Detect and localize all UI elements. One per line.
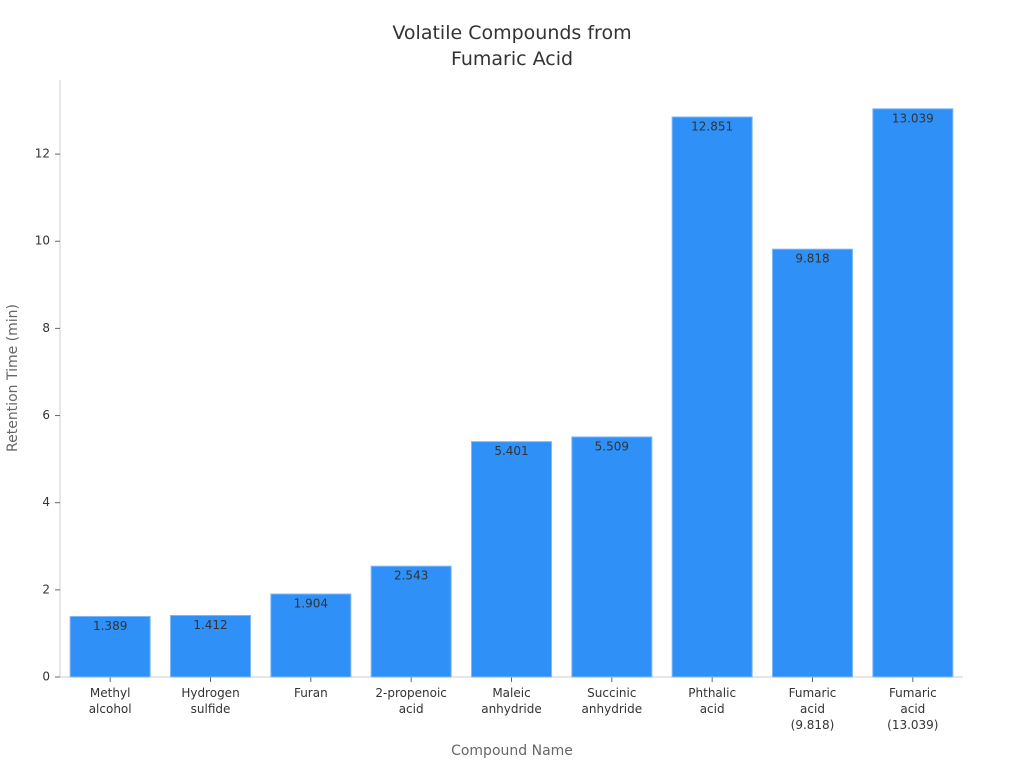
value-label: 1.389 — [93, 619, 127, 633]
y-axis-label: Retention Time (min) — [5, 304, 21, 452]
y-tick-label: 12 — [35, 147, 50, 161]
y-tick-label: 2 — [42, 582, 50, 596]
x-tick-label: Fumaric acid (13.039) — [887, 686, 938, 732]
x-tick-label: Furan — [294, 686, 328, 700]
bar — [170, 614, 251, 678]
x-tick-label: Methyl alcohol — [89, 686, 132, 716]
bar — [571, 436, 653, 678]
y-tick-label: 6 — [42, 408, 50, 422]
value-label: 5.509 — [595, 439, 629, 453]
value-label: 2.543 — [394, 569, 428, 583]
x-tick-label: Fumaric acid (9.818) — [789, 686, 837, 732]
value-label: 9.818 — [795, 252, 829, 266]
value-label: 1.904 — [294, 597, 328, 611]
x-tick-label: 2-propenoic acid — [375, 686, 446, 716]
bar — [69, 615, 151, 678]
chart-title: Volatile Compounds from Fumaric Acid — [392, 22, 632, 70]
bar — [270, 593, 352, 678]
value-label: 12.851 — [691, 119, 733, 133]
y-tick-label: 0 — [42, 670, 50, 684]
x-axis-label: Compound Name — [451, 743, 573, 759]
bar — [872, 108, 954, 678]
bar — [370, 565, 452, 678]
x-tick-label: Maleic anhydride — [481, 686, 542, 716]
bar — [671, 116, 753, 678]
x-tick-label: Succinic anhydride — [582, 686, 643, 716]
x-tick-label: Hydrogen sulfide — [181, 686, 239, 716]
value-label: 1.412 — [193, 618, 227, 632]
value-label: 5.401 — [494, 444, 528, 458]
x-tick-label: Phthalic acid — [688, 686, 736, 716]
y-tick-label: 8 — [42, 321, 50, 335]
y-tick-label: 10 — [35, 234, 50, 248]
value-label: 13.039 — [892, 111, 934, 125]
y-tick-label: 4 — [42, 495, 50, 509]
bar — [471, 441, 552, 678]
bar — [772, 248, 853, 678]
